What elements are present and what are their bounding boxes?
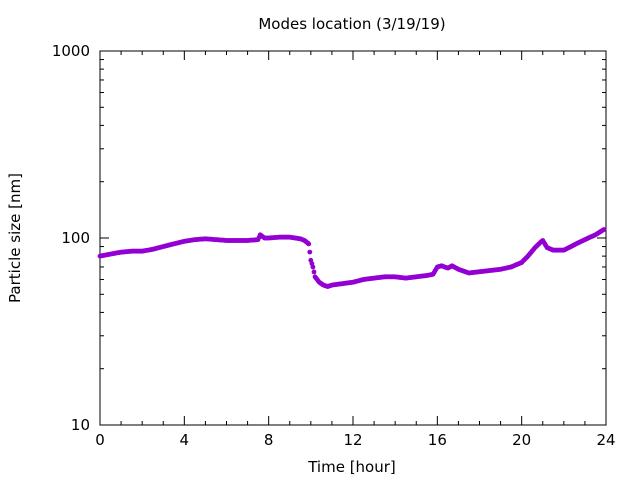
x-tick-label: 24 [596, 431, 615, 449]
data-point [307, 249, 313, 255]
x-tick-label: 12 [343, 431, 362, 449]
y-tick-label: 100 [61, 229, 90, 247]
data-point [311, 269, 317, 275]
y-tick-label: 10 [71, 416, 90, 434]
y-axis-label: Particle size [nm] [6, 173, 24, 303]
x-tick-label: 8 [264, 431, 274, 449]
y-tick-label: 1000 [52, 42, 90, 60]
data-point [306, 241, 312, 247]
chart-title: Modes location (3/19/19) [258, 15, 445, 33]
x-tick-label: 4 [180, 431, 190, 449]
x-axis-label: Time [hour] [307, 458, 396, 476]
points-layer [97, 227, 607, 289]
x-tick-label: 16 [428, 431, 447, 449]
ticks-layer: 0 4 8 12 16 20 24 10 100 1000 [52, 42, 616, 449]
data-point [601, 227, 607, 232]
x-tick-label: 0 [95, 431, 105, 449]
data-point [310, 264, 316, 270]
plot-area-border [99, 50, 607, 426]
x-tick-label: 20 [512, 431, 531, 449]
